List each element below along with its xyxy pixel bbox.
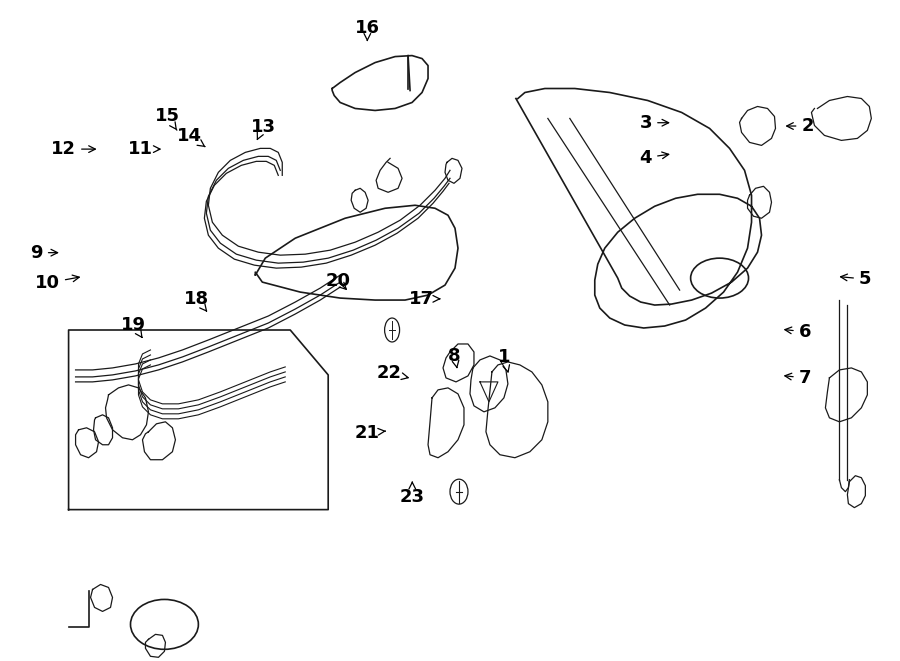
Text: 14: 14 [177,127,205,147]
Text: 21: 21 [355,424,385,442]
Text: 12: 12 [51,140,95,158]
Text: 11: 11 [128,140,160,158]
Text: 1: 1 [498,348,510,372]
Text: 19: 19 [122,316,146,337]
Text: 18: 18 [184,290,209,311]
Text: 17: 17 [409,290,440,308]
Text: 4: 4 [640,149,669,167]
Text: 20: 20 [325,272,350,290]
Text: 7: 7 [785,369,811,387]
Text: 2: 2 [787,117,814,135]
Text: 6: 6 [785,323,811,341]
Text: 13: 13 [250,118,275,139]
Text: 9: 9 [31,244,58,262]
Text: 23: 23 [400,482,425,506]
Text: 10: 10 [35,274,79,292]
Text: 16: 16 [355,19,380,40]
Text: 5: 5 [841,270,871,288]
Text: 3: 3 [640,114,669,132]
Text: 22: 22 [376,364,409,382]
Text: 15: 15 [155,107,179,130]
Text: 8: 8 [448,346,461,368]
